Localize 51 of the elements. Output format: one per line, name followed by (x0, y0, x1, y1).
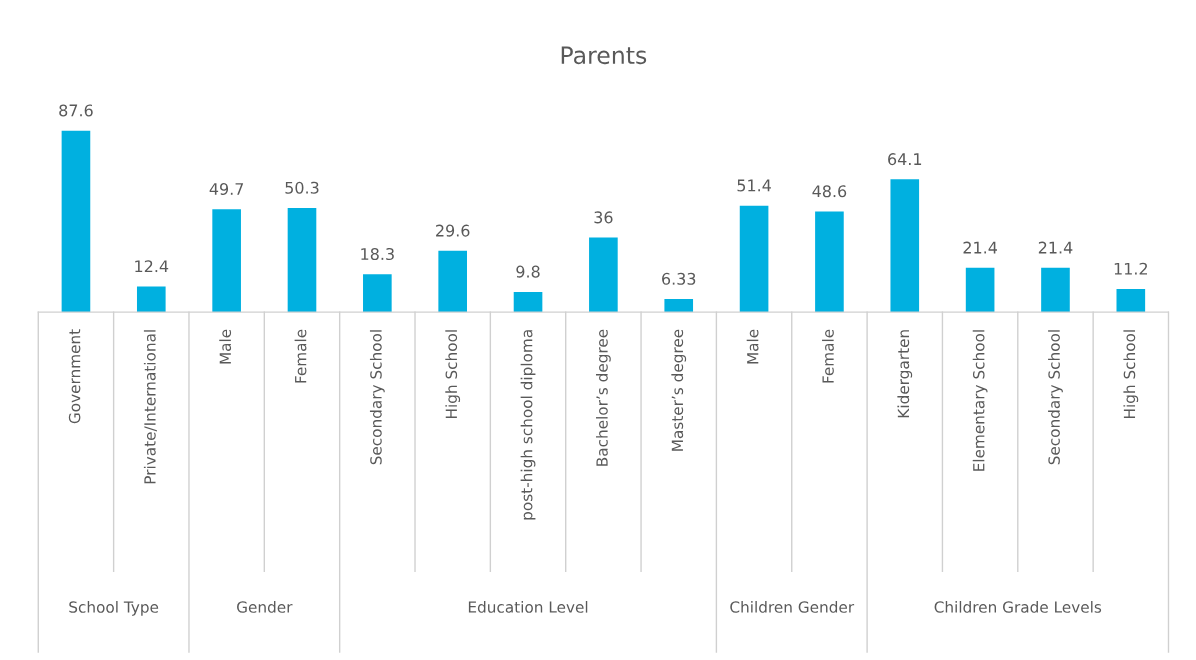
bar (739, 205, 769, 313)
x-tick-label: Private/International (143, 330, 157, 484)
x-tick-label: Bachelor’s degree (595, 329, 611, 466)
text: School Type (69, 600, 159, 616)
bar (815, 211, 844, 313)
data-label: 51.4 (737, 179, 771, 192)
x-tick-label: Secondary School (369, 330, 385, 465)
chart-title: Parents (561, 46, 647, 65)
bar (513, 291, 543, 313)
bar (890, 179, 920, 313)
data-label: 21.4 (963, 241, 998, 254)
data-label: 11.2 (1114, 262, 1147, 275)
data-label: 21.4 (1038, 241, 1073, 254)
data-label: 50.3 (285, 181, 319, 194)
x-tick-label: Female (822, 329, 834, 383)
data-label: 48.6 (812, 185, 847, 198)
bar (965, 267, 995, 313)
data-label: 6.33 (662, 272, 696, 285)
data-label: 18.3 (361, 247, 394, 261)
x-tick-label: Male (746, 329, 759, 364)
x-tick-label: High School (1123, 330, 1139, 419)
data-label: 49.7 (209, 182, 244, 195)
bar (363, 274, 392, 313)
bar (212, 209, 241, 313)
x-tick-label: Male (219, 329, 232, 364)
data-label: 29.6 (436, 224, 470, 237)
text: Children Grade Levels (934, 600, 1102, 613)
x-tick-label: High School (445, 330, 461, 419)
x-tick-label: Secondary School (1048, 330, 1063, 465)
text: Gender (237, 600, 293, 613)
bar (61, 130, 91, 313)
x-tick-label: Kidergarten (897, 330, 913, 418)
bar (287, 207, 317, 313)
text: Children Gender (730, 600, 855, 613)
bar (136, 286, 166, 313)
x-tick-label: Master’s degree (671, 329, 687, 451)
data-label: 9.8 (516, 265, 540, 278)
data-label: 64.1 (888, 153, 922, 166)
bar (438, 250, 467, 313)
x-tick-label: Government (68, 329, 81, 424)
x-tick-label: Elementary School (972, 330, 988, 471)
data-label: 87.6 (59, 104, 93, 117)
bar (664, 299, 694, 313)
x-tick-label: Female (294, 329, 307, 383)
data-label: 36 (594, 211, 613, 224)
bar (589, 237, 618, 313)
data-label: 12.4 (135, 260, 169, 273)
x-tick-label: post-high school diploma (520, 330, 536, 520)
text: Education Level (468, 600, 588, 613)
bar (1116, 288, 1146, 313)
bar (1041, 267, 1070, 313)
